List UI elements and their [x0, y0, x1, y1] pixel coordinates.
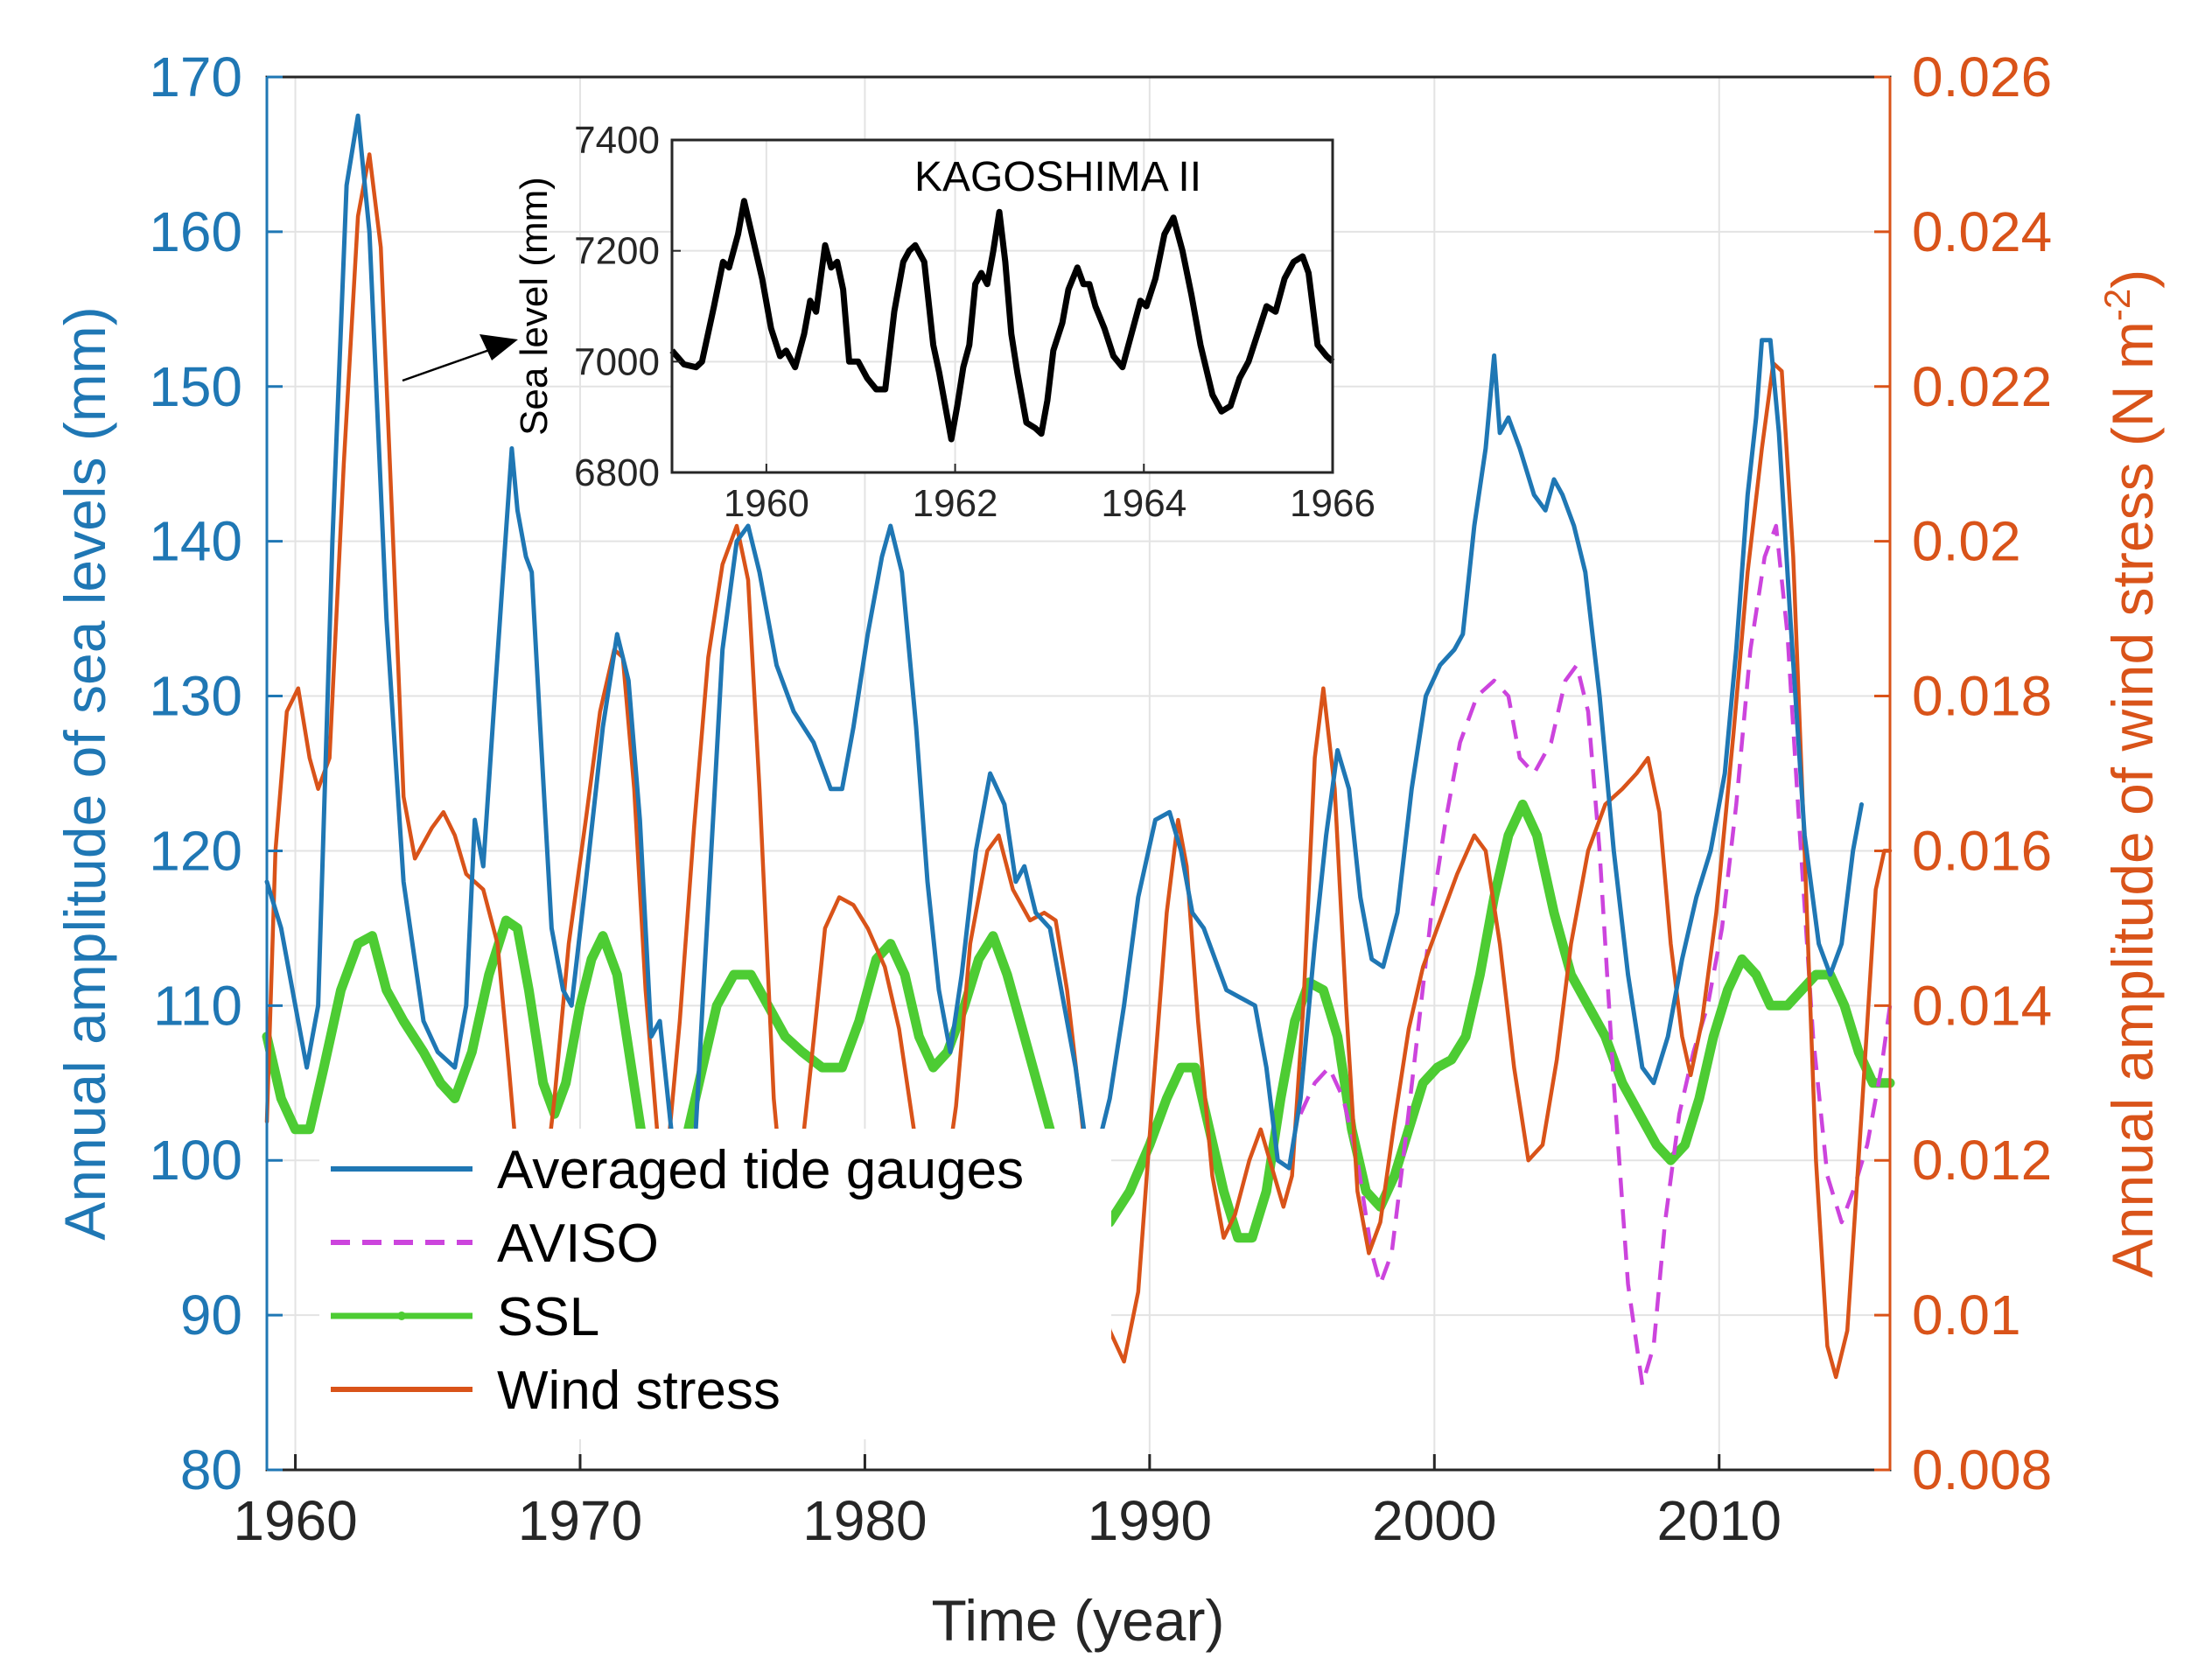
bottom-tick-label: 1990 [1088, 1489, 1212, 1552]
inset-series-line [669, 198, 1335, 443]
left-tick-label: 90 [180, 1284, 242, 1347]
inset-series [669, 198, 1335, 443]
inset-x-tick-label: 1962 [913, 482, 998, 525]
arrow-head [480, 334, 518, 360]
legend-label-wind-stress: Wind stress [497, 1361, 780, 1421]
bottom-tick-label: 1980 [802, 1489, 927, 1552]
series-line-aviso [1298, 523, 1893, 1387]
right-axis-title-text: Annual amplitude of wind stress [2100, 462, 2165, 1277]
left-tick-label: 170 [149, 45, 242, 108]
inset-y-axis-title: Sea level (mm) [513, 177, 556, 436]
inset-background [672, 140, 1333, 472]
bottom-axis-ticks: 1960 1970 1980 1990 2000 2010 [233, 1454, 1782, 1552]
right-tick-label: 0.01 [1912, 1284, 2021, 1347]
legend-label-averaged-tide-gauges: Averaged tide gauges [497, 1140, 1024, 1200]
inset-y-tick-label: 7000 [574, 340, 660, 383]
left-tick-label: 160 [149, 200, 242, 263]
left-tick-label: 140 [149, 510, 242, 573]
right-axis-title: Annual amplitude of wind stress (N m-2) [2096, 269, 2165, 1278]
inset-ticks: 1960 1962 1964 1966 6800 7000 7200 7400 [574, 119, 1376, 525]
right-tick-label: 0.016 [1912, 819, 2052, 882]
annotation-arrow [402, 334, 518, 382]
inset-y-tick-label: 6800 [574, 451, 660, 494]
right-axis-title-unit: N m [2100, 321, 2165, 427]
inset-y-tick-label: 7400 [574, 119, 660, 162]
right-tick-label: 0.022 [1912, 355, 2052, 418]
left-tick-label: 150 [149, 355, 242, 418]
inset-y-tick-label: 7200 [574, 230, 660, 273]
series-line-averaged-tide-gauges [264, 113, 1864, 1241]
bottom-tick-label: 2000 [1372, 1489, 1496, 1552]
legend-label-ssl: SSL [497, 1287, 599, 1347]
left-tick-label: 130 [149, 665, 242, 728]
legend-marker-ssl [397, 1312, 406, 1320]
bottom-tick-label: 1970 [518, 1489, 642, 1552]
legend-label-aviso: AVISO [497, 1214, 659, 1274]
right-tick-label: 0.018 [1912, 665, 2052, 728]
right-tick-label: 0.024 [1912, 200, 2052, 263]
inset-x-tick-label: 1964 [1101, 482, 1186, 525]
right-tick-label: 0.02 [1912, 510, 2021, 573]
right-axis-ticks: 0.008 0.01 0.012 0.014 0.016 0.018 0.02 0.022 0.… [1874, 45, 2052, 1501]
bottom-tick-label: 1960 [233, 1489, 357, 1552]
right-tick-label: 0.012 [1912, 1129, 2052, 1192]
left-tick-label: 80 [180, 1438, 242, 1501]
inset-frame [670, 138, 1334, 474]
inset-x-tick-label: 1966 [1290, 482, 1376, 525]
left-tick-label: 100 [149, 1129, 242, 1192]
inset-x-tick-label: 1960 [724, 482, 809, 525]
left-tick-label: 120 [149, 819, 242, 882]
left-axis-title: Annual amplitude of sea levels (mm) [52, 306, 117, 1240]
left-tick-label: 110 [153, 974, 242, 1037]
left-axis-ticks: 80 90 100 110 120 130 140 150 160 170 [149, 45, 283, 1501]
inset-chart: 1960 1962 1964 1966 6800 7000 7200 7400 KAGOSHI… [513, 119, 1376, 525]
legend: Averaged tide gauges AVISO SSL Wind stress [319, 1129, 1111, 1439]
right-tick-label: 0.008 [1912, 1438, 2052, 1501]
bottom-tick-label: 2010 [1657, 1489, 1782, 1552]
x-axis-title: Time (year) [932, 1588, 1225, 1653]
right-tick-label: 0.014 [1912, 974, 2052, 1037]
right-tick-label: 0.026 [1912, 45, 2052, 108]
right-axis-title-unit-exponent: -2 [2096, 289, 2138, 321]
inset-title: KAGOSHIMA II [914, 154, 1201, 200]
